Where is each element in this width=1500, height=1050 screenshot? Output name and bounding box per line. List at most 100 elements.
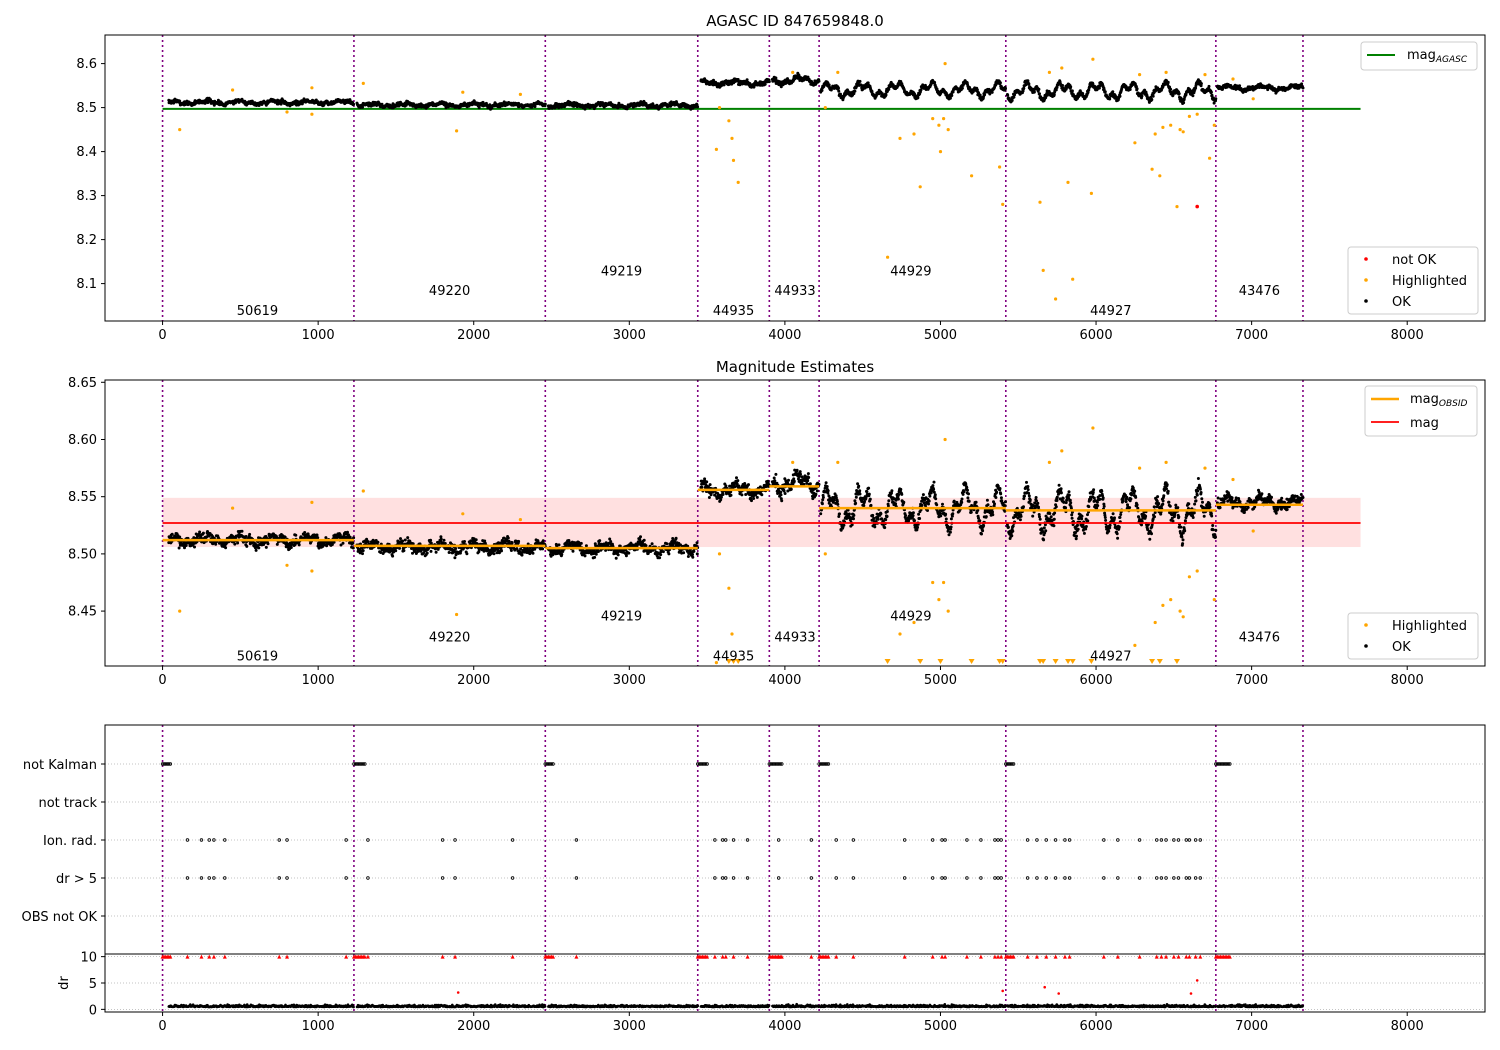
ok-point bbox=[443, 542, 447, 545]
highlighted-point bbox=[1203, 73, 1207, 77]
ok-point bbox=[531, 551, 535, 555]
plot1-obsid-label: 50619 bbox=[237, 304, 278, 319]
ok-point bbox=[236, 541, 240, 545]
highlighted-point bbox=[886, 255, 890, 259]
ok-point bbox=[533, 547, 537, 551]
plot1-ytick-label: 8.6 bbox=[76, 57, 97, 72]
highlighted-point bbox=[836, 70, 840, 74]
ok-point bbox=[577, 541, 581, 545]
highlighted-point bbox=[938, 150, 943, 154]
ok-point bbox=[1199, 82, 1203, 86]
ok-point bbox=[198, 530, 202, 534]
ok-point bbox=[391, 554, 395, 558]
ok-point bbox=[1012, 95, 1016, 99]
ok-point bbox=[1150, 98, 1154, 102]
plot1-frame bbox=[104, 34, 1486, 322]
ok-point bbox=[1081, 92, 1085, 95]
ok-point bbox=[1037, 87, 1041, 91]
ok-point bbox=[870, 89, 874, 93]
ok-point bbox=[352, 536, 356, 540]
ok-point bbox=[507, 539, 511, 543]
plot1-xtick-label: 4000 bbox=[768, 328, 801, 343]
highlighted-point bbox=[1251, 97, 1255, 101]
plot1-ytick-label: 8.3 bbox=[76, 189, 97, 204]
plot1-obsid-label: 43476 bbox=[1239, 284, 1280, 299]
ok-point bbox=[700, 485, 704, 489]
plot1-xtick-label: 8000 bbox=[1391, 328, 1424, 343]
ok-point bbox=[658, 556, 662, 560]
ok-point bbox=[254, 548, 258, 552]
ok-point bbox=[275, 542, 279, 546]
ok-point bbox=[983, 93, 987, 97]
ok-point bbox=[709, 493, 713, 497]
ok-point bbox=[361, 549, 365, 553]
ok-point bbox=[1177, 92, 1181, 96]
highlighted-point bbox=[1158, 174, 1162, 178]
ok-point bbox=[510, 541, 514, 545]
ok-point bbox=[1070, 89, 1074, 93]
ok-point bbox=[533, 105, 537, 109]
ok-point bbox=[361, 105, 364, 109]
ok-point bbox=[696, 105, 700, 109]
highlighted-point bbox=[1175, 205, 1179, 209]
ok-point bbox=[1134, 85, 1138, 88]
highlighted-point bbox=[717, 106, 722, 110]
highlighted-point bbox=[1138, 73, 1142, 77]
highlighted-point bbox=[736, 180, 740, 184]
ok-point bbox=[429, 538, 433, 542]
ok-point bbox=[400, 542, 404, 546]
ok-point bbox=[1061, 83, 1064, 87]
ok-point bbox=[560, 552, 564, 556]
ok-point bbox=[425, 551, 429, 555]
ok-point bbox=[315, 533, 319, 537]
ok-point bbox=[745, 78, 749, 82]
ok-point bbox=[779, 85, 783, 89]
plot1-xtick-label: 1000 bbox=[302, 328, 335, 343]
highlighted-point bbox=[285, 110, 289, 114]
ok-point bbox=[209, 98, 212, 102]
ok-point bbox=[167, 535, 171, 539]
ok-point bbox=[948, 96, 952, 100]
plot1-obsid-label: 44927 bbox=[1090, 304, 1131, 319]
highlighted-point bbox=[714, 147, 719, 151]
ok-point bbox=[403, 538, 407, 542]
ok-point bbox=[1184, 93, 1188, 97]
ok-point bbox=[1166, 80, 1170, 84]
ok-point bbox=[667, 552, 671, 556]
plot1-legend-lower bbox=[1347, 246, 1479, 315]
highlighted-point bbox=[791, 70, 795, 74]
ok-point bbox=[674, 536, 678, 540]
ok-point bbox=[1006, 93, 1010, 97]
magnitude-estimates-plot: 5061949220492194493544933449294492743476… bbox=[68, 376, 1486, 688]
ok-point bbox=[1055, 86, 1059, 89]
highlighted-point bbox=[912, 132, 916, 136]
ok-point bbox=[477, 106, 481, 110]
highlighted-point bbox=[730, 136, 734, 140]
ok-point bbox=[422, 551, 426, 555]
plot1-xtick-label: 7000 bbox=[1235, 328, 1268, 343]
not-ok-point bbox=[1195, 204, 1199, 209]
ok-point bbox=[543, 102, 547, 106]
ok-point bbox=[1091, 82, 1095, 86]
ok-point bbox=[294, 533, 298, 537]
highlighted-point bbox=[898, 136, 902, 140]
ok-point bbox=[399, 537, 402, 541]
ok-point bbox=[351, 546, 355, 550]
ok-point bbox=[837, 89, 841, 93]
highlighted-point bbox=[1133, 141, 1137, 145]
ok-point bbox=[376, 540, 380, 544]
plot1-obsid-label: 49220 bbox=[429, 284, 470, 299]
legend-marker bbox=[1364, 257, 1368, 261]
ok-point bbox=[736, 78, 740, 81]
ok-point bbox=[317, 546, 321, 550]
highlighted-point bbox=[455, 129, 459, 133]
plot1-ytick-label: 8.1 bbox=[76, 277, 97, 292]
highlighted-point bbox=[231, 88, 235, 92]
highlighted-point bbox=[1001, 202, 1005, 206]
highlighted-point bbox=[1038, 200, 1042, 204]
ok-point bbox=[289, 546, 293, 549]
ok-point bbox=[1210, 93, 1214, 97]
ok-point bbox=[1140, 94, 1144, 98]
ok-point bbox=[330, 543, 334, 546]
